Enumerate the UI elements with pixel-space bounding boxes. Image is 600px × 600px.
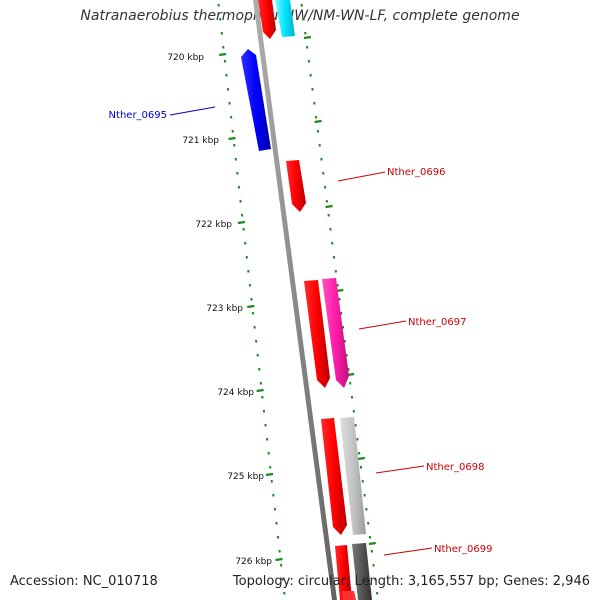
tick-label-720: 720 kbp	[167, 53, 204, 63]
gene-label-nther-0696[interactable]: Nther_0696	[387, 167, 445, 178]
tick-label-723: 723 kbp	[206, 304, 243, 314]
dotted-track-right	[300, 3, 379, 595]
gene-label-nther-0697[interactable]: Nther_0697	[408, 317, 466, 328]
feature-cyan-top	[275, 0, 295, 37]
genome-summary-text: Topology: circular; Length: 3,165,557 bp…	[232, 574, 590, 589]
gene-arrow-nther-0696[interactable]	[286, 160, 306, 212]
kbp-tick-mark	[228, 136, 236, 141]
accession-text: Accession: NC_010718	[10, 574, 158, 589]
gene-label-nther-0698[interactable]: Nther_0698	[426, 462, 484, 473]
tick-label-724: 724 kbp	[217, 388, 254, 398]
gene-arrow-nther-0698[interactable]	[321, 418, 347, 535]
kbp-tick-mark-right	[357, 456, 366, 461]
kbp-tick-mark	[247, 304, 255, 309]
kbp-tick-mark	[275, 557, 283, 562]
callout-line-nther-0699	[383, 547, 433, 556]
tick-label-725: 725 kbp	[227, 472, 264, 482]
callout-line-nther-0697	[358, 320, 407, 330]
dotted-track-left	[217, 3, 286, 595]
feature-dark-0699[interactable]	[352, 543, 372, 600]
gene-label-nther-0695[interactable]: Nther_0695	[109, 110, 167, 121]
kbp-tick-mark-right	[325, 204, 333, 209]
gene-label-nther-0699[interactable]: Nther_0699	[434, 544, 492, 555]
kbp-tick-mark-right	[303, 35, 312, 40]
tick-label-726: 726 kbp	[235, 557, 272, 567]
kbp-tick-mark-right	[368, 541, 376, 546]
gene-arrow-nther-0699[interactable]	[335, 545, 352, 600]
genome-backbone	[253, 0, 337, 600]
callout-line-nther-0698	[375, 465, 425, 474]
callout-line-nther-0696	[337, 171, 386, 182]
tick-label-722: 722 kbp	[195, 220, 232, 230]
gene-arrow-nther-0697[interactable]	[304, 280, 330, 388]
kbp-tick-mark	[218, 52, 227, 57]
callout-line-nther-0695	[169, 106, 216, 116]
feature-red-bottom	[342, 591, 356, 600]
kbp-tick-mark	[256, 388, 264, 393]
feature-gray-0698[interactable]	[340, 417, 366, 535]
map-title: Natranaerobius thermophilus JW/NM-WN-LF,…	[80, 8, 520, 24]
feature-red-top	[258, 0, 276, 39]
kbp-tick-mark	[237, 220, 246, 225]
kbp-tick-mark	[265, 472, 274, 477]
features	[241, 0, 372, 600]
gene-arrow-nther-0695[interactable]	[241, 49, 271, 151]
kbp-tick-mark-right	[314, 119, 322, 124]
tick-label-721: 721 kbp	[182, 136, 219, 146]
kbp-ticks	[218, 35, 376, 562]
feature-magenta-0697[interactable]	[322, 278, 349, 388]
